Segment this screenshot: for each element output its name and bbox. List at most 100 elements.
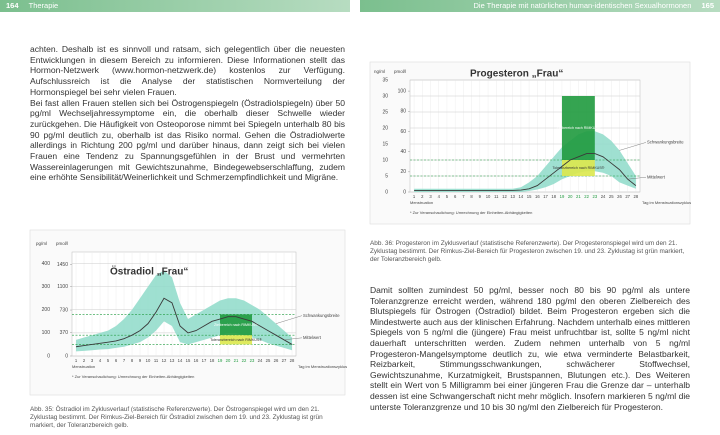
x-tick-label: 22 xyxy=(584,194,589,199)
y2-tick-label: 40 xyxy=(400,149,406,155)
y2-tick-label: 730 xyxy=(60,307,69,313)
target-zone xyxy=(561,96,595,160)
callout-line xyxy=(627,177,647,180)
x-tick-label: 2 xyxy=(83,358,86,363)
x-tick-label: 11 xyxy=(154,358,159,363)
y-tick-label: 20 xyxy=(382,125,388,131)
x-tick-label: 23 xyxy=(250,358,255,363)
header-left: 164 Therapie xyxy=(0,0,350,12)
footnote: * Zur Veranschaulichung: Umrechnung der … xyxy=(72,374,194,379)
x-tick-label: 8 xyxy=(470,194,473,199)
paragraph: achten. Deshalb ist es sinnvoll und rats… xyxy=(30,44,345,97)
y-tick-label: 35 xyxy=(382,77,388,83)
y-axis-label: ng/ml xyxy=(374,69,385,74)
target-zone xyxy=(220,314,252,336)
y-tick-label: 400 xyxy=(42,261,51,267)
x-tick-label: 2 xyxy=(421,194,424,199)
x-tick-label: 20 xyxy=(568,194,573,199)
x-tick-label: 8 xyxy=(131,358,134,363)
x-tick-label: 16 xyxy=(194,358,199,363)
zone-label: Toleranzbereich nach RIMKUS® xyxy=(210,338,262,342)
x-tick-label: 11 xyxy=(494,194,499,199)
x-tick-label: 1 xyxy=(413,194,416,199)
x-tick-label: 26 xyxy=(274,358,279,363)
x-tick-label: 14 xyxy=(519,194,524,199)
y-tick-label: 25 xyxy=(382,109,388,115)
x-tick-label: 19 xyxy=(560,194,565,199)
body-text: Damit sollten zumindest 50 pg/ml, besser… xyxy=(370,285,690,412)
mean-line xyxy=(75,297,293,348)
y-axis-label: pg/ml xyxy=(36,241,47,246)
legend-label: Mittelwert xyxy=(647,174,666,179)
y2-tick-label: 80 xyxy=(400,109,406,115)
x-tick-label: 15 xyxy=(527,194,532,199)
y2-tick-label: 20 xyxy=(400,169,406,175)
y2-axis-label: pmol/l xyxy=(56,241,68,246)
legend-label: Schwankungsbreite xyxy=(303,313,340,318)
y2-tick-label: 1450 xyxy=(57,262,68,268)
x-tick-label: 26 xyxy=(617,194,622,199)
x-tick-label: 22 xyxy=(242,358,247,363)
x-tick-label: 7 xyxy=(462,194,465,199)
x-tick-label: 13 xyxy=(510,194,515,199)
y-tick-label: 200 xyxy=(42,307,51,313)
x-tick-label: 24 xyxy=(601,194,606,199)
plot-area xyxy=(409,79,641,193)
header-right: Die Therapie mit natürlichen human-ident… xyxy=(360,0,720,12)
x-tick-label: 12 xyxy=(162,358,167,363)
x-tick-label: 5 xyxy=(107,358,110,363)
y-tick-label: 0 xyxy=(385,189,388,195)
x-tick-label: 18 xyxy=(551,194,556,199)
y2-axis-label: pmol/l xyxy=(394,69,406,74)
y2-tick-label: 60 xyxy=(400,129,406,135)
zone-label: Zielbereich nach RIMKUS® xyxy=(214,323,258,327)
y-tick-label: 15 xyxy=(382,141,388,147)
caption: Abb. 36: Progesteron im Zyklusverlauf (s… xyxy=(370,240,685,263)
x-tick-label: 21 xyxy=(234,358,239,363)
target-zone xyxy=(220,335,252,345)
y2-tick-label: 1100 xyxy=(57,284,68,290)
callout-line xyxy=(275,315,303,324)
x-tick-label: 12 xyxy=(502,194,507,199)
callout-line xyxy=(283,337,303,341)
x-tick-label: 10 xyxy=(486,194,491,199)
zone-label: Toleranzbereich nach RIMKUS® xyxy=(552,166,604,170)
x-tick-label: 21 xyxy=(576,194,581,199)
x-tick-label: 6 xyxy=(454,194,457,199)
legend-label: Schwankungsbreite xyxy=(647,140,684,145)
x-tick-label: 23 xyxy=(592,194,597,199)
y2-tick-label: 100 xyxy=(398,88,407,94)
x-tick-label: 18 xyxy=(210,358,215,363)
x-tick-label: 25 xyxy=(266,358,271,363)
x-tick-label: 3 xyxy=(429,194,432,199)
x-tick-label: 15 xyxy=(186,358,191,363)
zone-label: Zielbereich nach RIMKUS® xyxy=(556,126,600,130)
x-tick-label: 19 xyxy=(218,358,223,363)
x-tick-label: 17 xyxy=(543,194,548,199)
x-tick-label: 28 xyxy=(634,194,639,199)
x-tick-label: 5 xyxy=(446,194,449,199)
caption: Abb. 35: Östradiol im Zyklusverlauf (sta… xyxy=(30,406,323,429)
y-tick-label: 100 xyxy=(42,330,51,336)
legend-label: Mittelwert xyxy=(303,335,322,340)
chart-title: Progesteron „Frau“ xyxy=(470,69,563,80)
x-tick-label: 24 xyxy=(258,358,263,363)
y-tick-label: 30 xyxy=(382,93,388,99)
y2-tick-label: 370 xyxy=(60,330,69,336)
target-zone xyxy=(561,160,595,176)
x-tick-label: 17 xyxy=(202,358,207,363)
x-tick-label: 9 xyxy=(479,194,482,199)
callout-line xyxy=(619,142,647,151)
y-tick-label: 0 xyxy=(47,353,50,359)
header-title: Die Therapie mit natürlichen human-ident… xyxy=(473,1,692,10)
y-tick-label: 300 xyxy=(42,284,51,290)
x-tick-label: 6 xyxy=(115,358,118,363)
menstruation-label: Menstruation xyxy=(72,364,95,369)
y-tick-label: 10 xyxy=(382,157,388,163)
mean-line xyxy=(414,153,637,191)
body-text: achten. Deshalb ist es sinnvoll und rats… xyxy=(30,44,345,183)
footnote: * Zur Veranschaulichung: Umrechnung der … xyxy=(410,210,532,215)
x-axis-label: Tag im Menstruationszyklus xyxy=(298,364,347,369)
